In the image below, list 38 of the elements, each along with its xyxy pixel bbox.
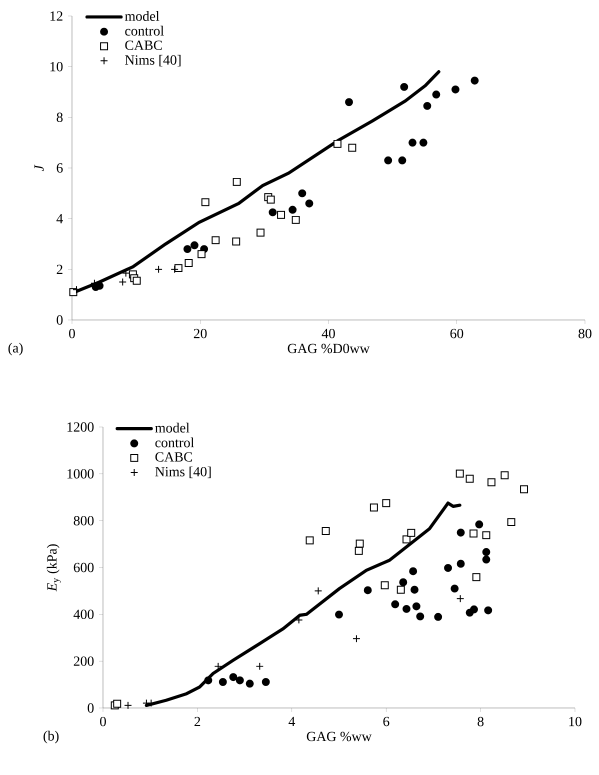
legend-label: Nims [40] (125, 54, 181, 66)
y-tick-label: 6 (56, 163, 63, 173)
x-axis-title: GAG %ww (306, 732, 372, 742)
legend-label: CABC (125, 40, 162, 50)
y-tick-label: 600 (74, 562, 94, 572)
y-tick-label: 1200 (67, 422, 94, 432)
x-tick-label: 2 (194, 716, 200, 726)
y-tick-label: 2 (56, 264, 62, 274)
y-tick-label: 200 (74, 656, 94, 666)
y-tick-label: 4 (56, 214, 63, 224)
x-tick-label: 4 (288, 716, 296, 726)
legend-label: control (125, 26, 164, 36)
legend-label: CABC (155, 452, 192, 462)
legend-label: Nims [40] (155, 466, 211, 478)
x-tick-label: 80 (578, 328, 592, 338)
y-tick-label: 0 (88, 703, 94, 713)
x-axis-title: GAG %D0ww (288, 344, 370, 354)
x-tick-label: 0 (100, 716, 106, 726)
y-axis-title: E$_{y}$ (kPa) (46, 544, 61, 592)
x-tick-label: 20 (194, 328, 207, 338)
x-tick-label: 40 (322, 328, 335, 338)
x-tick-label: 6 (383, 716, 390, 726)
y-tick-label: 8 (56, 112, 63, 122)
y-tick-label: 10 (50, 62, 63, 72)
legend-label: control (155, 437, 194, 448)
text: (a) (8, 342, 23, 356)
x-tick-label: 60 (450, 328, 464, 338)
y-axis-title: J (34, 164, 44, 172)
legend-label: model (124, 11, 160, 21)
y-tick-label: 400 (74, 610, 94, 620)
y-tick-label: 0 (56, 315, 63, 325)
y-tick-label: 12 (50, 11, 62, 21)
y-tick-label: 1000 (67, 469, 94, 479)
x-tick-label: 8 (478, 716, 484, 726)
text: (b) (44, 730, 59, 744)
legend-label: model (155, 422, 190, 433)
y-tick-label: 800 (74, 516, 94, 526)
x-tick-label: 10 (569, 716, 582, 726)
